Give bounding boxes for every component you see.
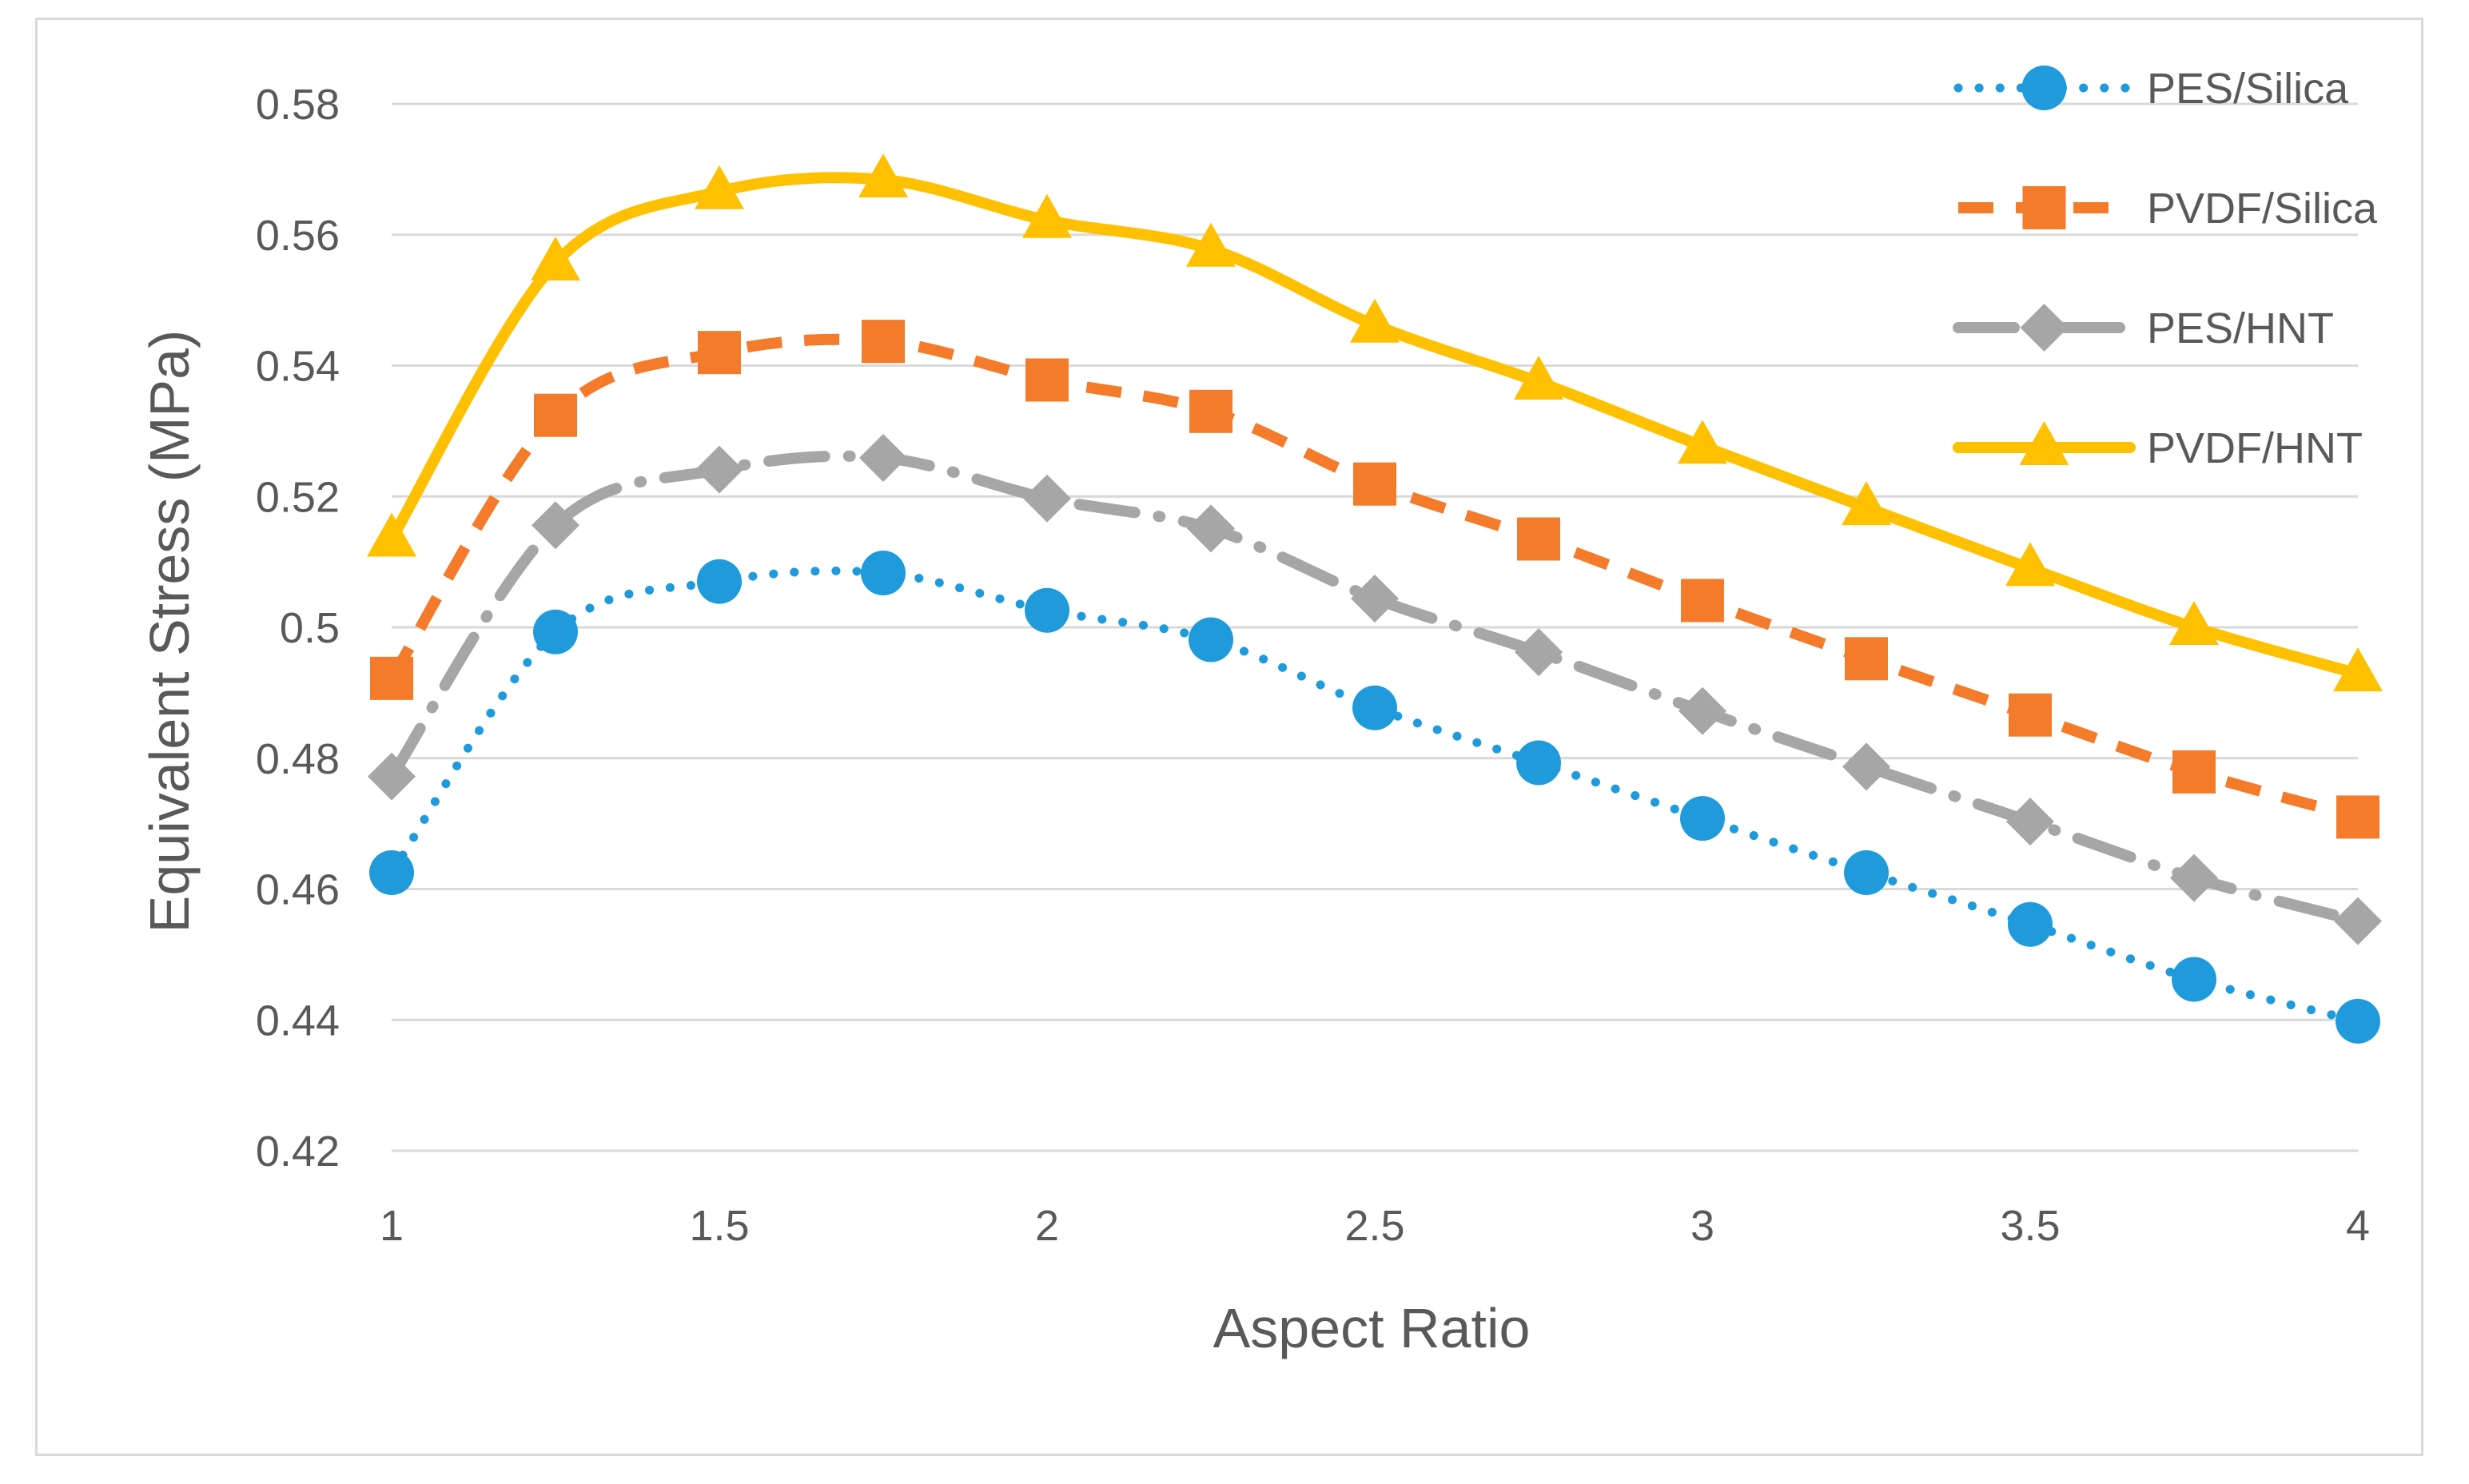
data-point bbox=[2334, 897, 2382, 945]
series-pvdf-hnt bbox=[367, 153, 2383, 692]
data-point bbox=[1186, 222, 1236, 267]
data-point bbox=[2172, 957, 2216, 1002]
data-point bbox=[859, 433, 907, 482]
legend-label: PES/Silica bbox=[2147, 65, 2349, 113]
data-point bbox=[2008, 901, 2053, 947]
data-point bbox=[1515, 628, 1563, 677]
data-point bbox=[534, 393, 577, 437]
x-tick-label: 2 bbox=[1035, 1202, 1059, 1250]
series-pes-silica bbox=[369, 551, 2380, 1044]
legend-label: PES/HNT bbox=[2147, 304, 2334, 352]
data-point bbox=[1350, 298, 1400, 343]
data-point bbox=[367, 512, 416, 557]
legend-entry: PES/Silica bbox=[1953, 65, 2349, 113]
data-point bbox=[1351, 574, 1399, 623]
data-point bbox=[1023, 474, 1071, 523]
data-point bbox=[532, 501, 579, 550]
y-tick-label: 0.48 bbox=[256, 735, 340, 783]
series-pes-hnt bbox=[368, 433, 2382, 945]
y-tick-label: 0.56 bbox=[256, 212, 340, 260]
data-point bbox=[2170, 853, 2218, 902]
data-point bbox=[368, 752, 416, 801]
data-point bbox=[1514, 355, 1563, 400]
legend-marker bbox=[2020, 304, 2069, 352]
data-point bbox=[1022, 193, 1072, 238]
data-point bbox=[695, 165, 744, 209]
legend-entry: PES/HNT bbox=[1953, 304, 2334, 352]
data-point bbox=[2172, 750, 2216, 794]
data-point bbox=[1025, 587, 1069, 633]
data-point bbox=[695, 445, 743, 494]
legend-marker bbox=[2022, 186, 2066, 229]
data-point bbox=[369, 850, 414, 896]
data-point bbox=[531, 236, 580, 280]
y-tick-label: 0.58 bbox=[256, 81, 340, 129]
legend-entry: PVDF/HNT bbox=[1953, 421, 2363, 472]
data-point bbox=[370, 656, 413, 700]
x-axis-ticks: 1 1.5 2 2.5 3 3.5 4 bbox=[380, 1202, 2370, 1250]
data-point bbox=[861, 551, 906, 596]
legend-entry: PVDF/Silica bbox=[1958, 185, 2378, 233]
data-point bbox=[2006, 798, 2054, 846]
y-tick-label: 0.42 bbox=[256, 1128, 340, 1176]
x-tick-label: 1 bbox=[380, 1202, 404, 1250]
data-point bbox=[1352, 685, 1397, 730]
data-point bbox=[1516, 740, 1561, 786]
gridlines bbox=[392, 102, 2358, 1152]
data-point bbox=[2009, 693, 2052, 737]
series-pvdf-silica bbox=[370, 320, 2379, 839]
data-point bbox=[2333, 647, 2383, 692]
data-point bbox=[2336, 998, 2380, 1044]
x-tick-label: 3 bbox=[1690, 1202, 1714, 1250]
legend-label: PVDF/Silica bbox=[2147, 185, 2378, 233]
x-tick-label: 3.5 bbox=[2000, 1202, 2060, 1250]
data-point bbox=[1353, 462, 1396, 506]
data-point bbox=[697, 559, 742, 604]
data-point bbox=[1842, 481, 1891, 526]
y-tick-label: 0.5 bbox=[280, 604, 340, 652]
data-point bbox=[1681, 579, 1724, 623]
y-tick-label: 0.52 bbox=[256, 473, 340, 521]
data-point bbox=[1187, 504, 1235, 553]
data-point bbox=[698, 331, 741, 375]
x-tick-label: 4 bbox=[2346, 1202, 2370, 1250]
data-point bbox=[533, 609, 578, 654]
data-point bbox=[1678, 420, 1727, 464]
data-point bbox=[1845, 637, 1888, 681]
y-axis-ticks: 0.42 0.44 0.46 0.48 0.5 0.52 0.54 0.56 0.58 bbox=[256, 81, 340, 1176]
data-point bbox=[858, 153, 908, 197]
series-layer bbox=[367, 153, 2383, 1044]
data-point bbox=[1842, 742, 1890, 791]
y-tick-label: 0.46 bbox=[256, 866, 340, 914]
y-tick-label: 0.44 bbox=[256, 997, 340, 1044]
data-point bbox=[1025, 358, 1069, 402]
data-point bbox=[2169, 601, 2219, 645]
x-tick-label: 1.5 bbox=[689, 1202, 749, 1250]
x-axis-title: Aspect Ratio bbox=[1213, 1297, 1531, 1359]
y-tick-label: 0.54 bbox=[256, 343, 340, 391]
x-tick-label: 2.5 bbox=[1344, 1202, 1404, 1250]
data-point bbox=[1679, 686, 1726, 735]
data-point bbox=[1844, 850, 1889, 896]
data-point bbox=[1189, 389, 1233, 433]
legend: PES/Silica PVDF/Silica PES/HNT PVDF/HNT bbox=[1953, 65, 2378, 472]
data-point bbox=[1680, 796, 1725, 841]
y-axis-title: Equivalent Stress (MPa) bbox=[138, 330, 201, 933]
data-point bbox=[1517, 517, 1560, 561]
data-point bbox=[2336, 795, 2379, 839]
data-point bbox=[2005, 542, 2055, 587]
data-point bbox=[862, 320, 905, 364]
legend-label: PVDF/HNT bbox=[2147, 424, 2363, 472]
data-point bbox=[1189, 617, 1233, 662]
series-line bbox=[387, 566, 2363, 1026]
legend-marker bbox=[2019, 421, 2069, 465]
legend-marker bbox=[2021, 66, 2067, 110]
